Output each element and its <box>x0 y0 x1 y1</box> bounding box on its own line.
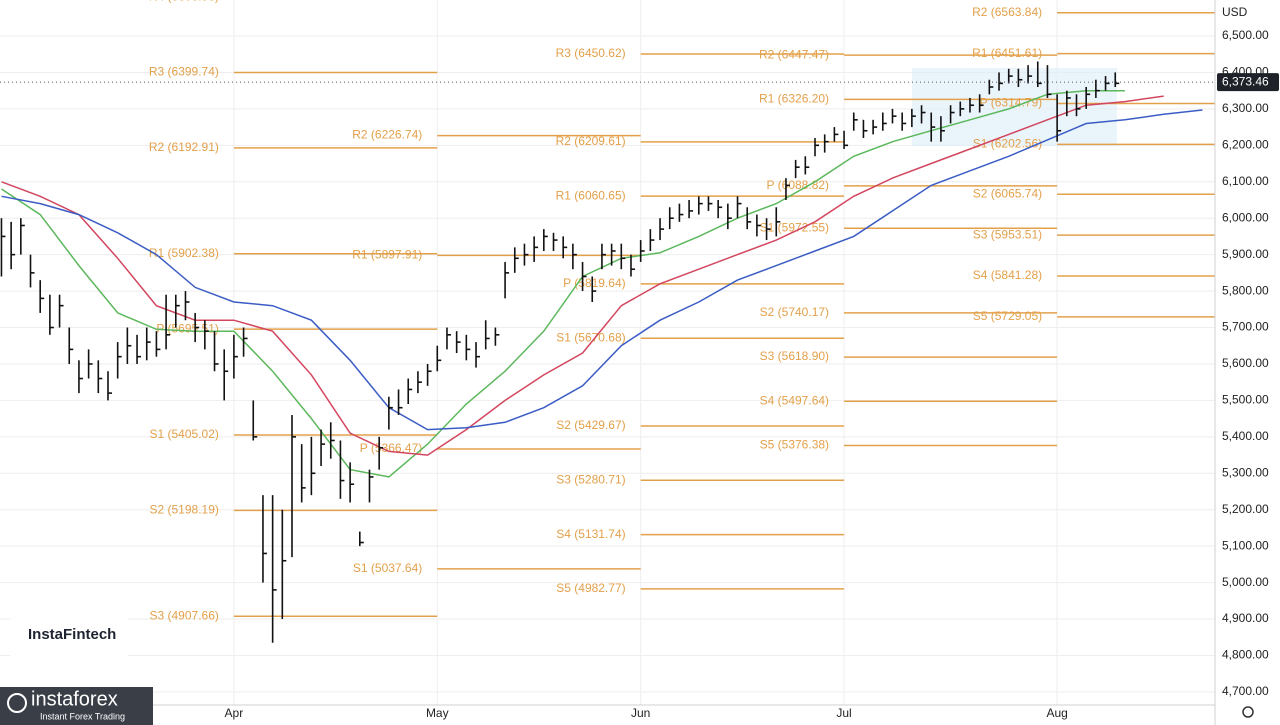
y-tick-label: 5,100.00 <box>1222 538 1269 552</box>
pivot-label: S5 (4982.77) <box>556 581 625 595</box>
pivot-label: R1 (6451.61) <box>972 46 1042 60</box>
pivot-label: R2 (6192.91) <box>149 140 219 154</box>
y-tick-label: 4,800.00 <box>1222 648 1269 662</box>
pivot-label: R3 (6450.62) <box>556 46 626 60</box>
pivot-label: R1 (5897.91) <box>352 248 422 262</box>
y-tick-label: 6,000.00 <box>1222 210 1269 224</box>
pivot-label: S2 (5198.19) <box>150 503 219 517</box>
pivot-label: S1 (6202.56) <box>973 137 1042 151</box>
y-tick-label: 5,000.00 <box>1222 575 1269 589</box>
y-tick-label: 4,700.00 <box>1222 684 1269 698</box>
pivot-label: S3 (5618.90) <box>760 349 829 363</box>
y-tick-label: 6,300.00 <box>1222 101 1269 115</box>
pivot-label: S1 (5670.68) <box>556 330 625 344</box>
pivot-label: S2 (5429.67) <box>556 418 625 432</box>
pivot-label: R4 (6606.56) <box>149 0 219 3</box>
y-tick-label: 6,200.00 <box>1222 137 1269 151</box>
x-tick-label: May <box>426 706 449 720</box>
settings-icon[interactable] <box>1242 706 1254 718</box>
pivot-label: P (6314.79) <box>980 96 1043 110</box>
pivots: R4 (6606.56) R3 (6399.74) R2 (6192.91) R1 (… <box>149 0 1215 622</box>
y-tick-label: 5,400.00 <box>1222 429 1269 443</box>
pivot-label: S4 (5131.74) <box>556 527 625 541</box>
y-tick-label: 6,500.00 <box>1222 28 1269 42</box>
moving-average <box>1 89 1125 478</box>
pivot-label: R1 (6326.20) <box>759 92 829 106</box>
y-tick-label: 4,900.00 <box>1222 611 1269 625</box>
y-axis: 6,500.006,400.006,300.006,200.006,100.00… <box>1222 28 1269 698</box>
logo: instaforex <box>31 688 118 710</box>
pivot-label: S4 (5497.64) <box>760 393 829 407</box>
pivot-label: S1 (5037.64) <box>353 561 422 575</box>
y-tick-label: 5,200.00 <box>1222 502 1269 516</box>
x-tick-label: Jun <box>631 706 650 720</box>
logo-icon <box>7 693 27 713</box>
price-bars <box>0 61 1120 643</box>
pivot-label: S1 (5405.02) <box>150 427 219 441</box>
y-tick-label: 5,300.00 <box>1222 465 1269 479</box>
x-tick-label: Jul <box>836 706 851 720</box>
pivot-label: R3 (6399.74) <box>149 65 219 79</box>
watermark: InstaFintech <box>28 626 116 643</box>
last-price-box <box>1217 73 1279 92</box>
y-tick-label: 5,800.00 <box>1222 283 1269 297</box>
x-tick-label: Aug <box>1046 706 1067 720</box>
pivot-label: S3 (5953.51) <box>973 227 1042 241</box>
x-tick-label: Apr <box>225 706 244 720</box>
pivot-label: R2 (6226.74) <box>352 128 422 142</box>
pivot-label: S5 (5729.05) <box>973 309 1042 323</box>
y-tick-label: 5,700.00 <box>1222 320 1269 334</box>
pivot-label: R2 (6447.47) <box>759 47 829 61</box>
pivot-label: S3 (5280.71) <box>556 472 625 486</box>
pivot-label: P (5819.64) <box>563 276 626 290</box>
pivot-label: R2 (6209.61) <box>556 134 626 148</box>
pivot-label: S5 (5376.38) <box>760 438 829 452</box>
pivot-label: S4 (5841.28) <box>973 268 1042 282</box>
y-tick-label: 5,900.00 <box>1222 247 1269 261</box>
pivot-label: S2 (5740.17) <box>760 305 829 319</box>
y-tick-label: 6,100.00 <box>1222 174 1269 188</box>
currency: USD <box>1222 5 1248 19</box>
moving-average <box>1 109 1203 431</box>
pivot-label: R1 (5902.38) <box>149 246 219 260</box>
pivot-label: S3 (4907.66) <box>150 608 219 622</box>
last-price-label: 6,373.46 <box>1222 74 1269 88</box>
grid <box>0 0 1215 705</box>
pivot-label: P (6088.82) <box>767 178 830 192</box>
y-tick-label: 5,500.00 <box>1222 393 1269 407</box>
watermark-box <box>10 605 128 657</box>
x-axis: Apr May Jun Jul Aug <box>225 706 1068 720</box>
y-tick-label: 5,600.00 <box>1222 356 1269 370</box>
pivot-label: S2 (6065.74) <box>973 186 1042 200</box>
pivot-label: R1 (6060.65) <box>556 188 626 202</box>
tagline: Instant Forex Trading <box>40 711 125 721</box>
pivot-label: R2 (6563.84) <box>972 5 1042 19</box>
